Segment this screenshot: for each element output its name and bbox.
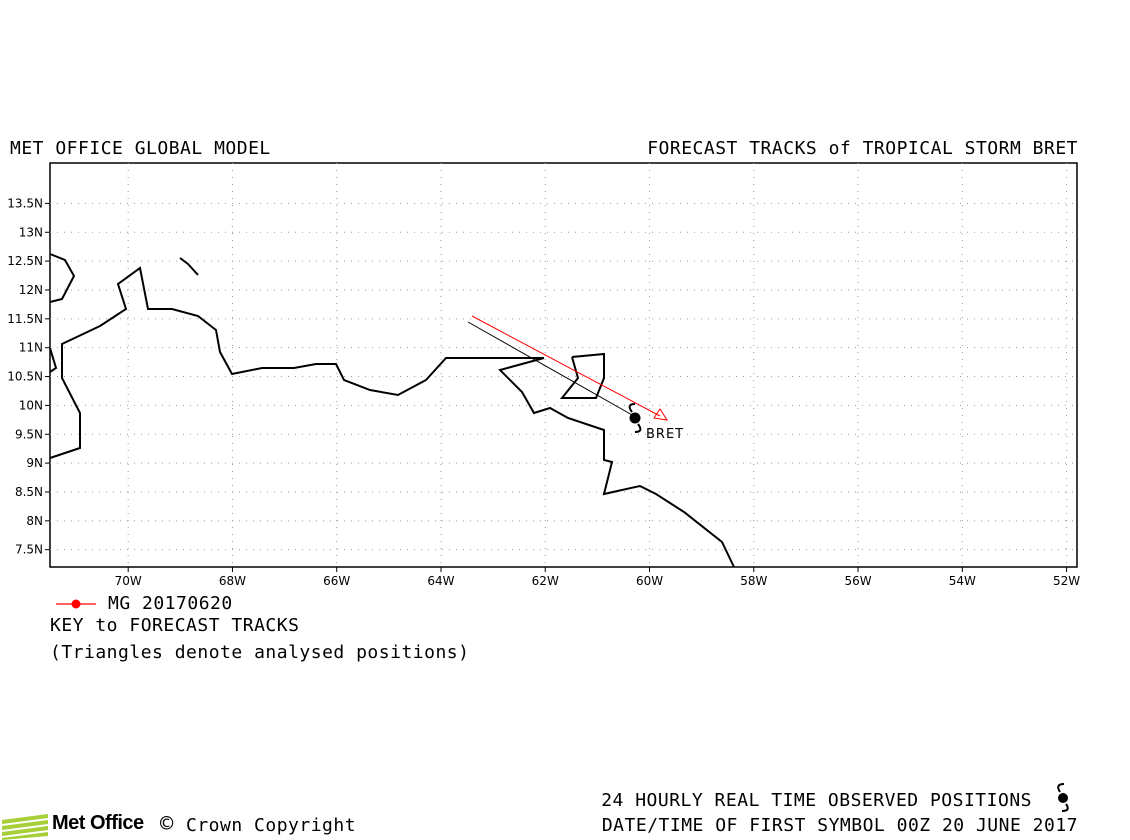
storm-label: BRET — [646, 427, 684, 442]
lat-tick-label: 13.5N — [7, 196, 43, 210]
coastlines — [49, 253, 735, 568]
lat-tick-label: 11.5N — [7, 312, 43, 326]
forecast-track-line — [471, 315, 661, 417]
lat-tick-label: 11N — [19, 341, 43, 355]
storm-symbol-icon — [628, 403, 642, 433]
lat-tick-label: 12N — [19, 283, 43, 297]
key-track-symbol — [56, 599, 96, 609]
first-symbol-datetime: DATE/TIME OF FIRST SYMBOL 00Z 20 JUNE 20… — [601, 815, 1078, 836]
lat-tick-label: 12.5N — [7, 254, 43, 268]
lat-tick-label: 8.5N — [15, 485, 43, 499]
observed-positions-label: 24 HOURLY REAL TIME OBSERVED POSITIONS — [601, 790, 1032, 811]
forecast-track-arrowhead — [653, 408, 669, 421]
key-note: (Triangles denote analysed positions) — [50, 642, 470, 663]
lat-tick-label: 9.5N — [15, 427, 43, 441]
met-office-logo-icon — [2, 814, 48, 840]
lat-tick-label: 13N — [19, 225, 43, 239]
lon-tick-label: 54W — [949, 574, 976, 588]
met-office-logo-text: Met Office — [52, 812, 144, 834]
chart-title: FORECAST TRACKS of TROPICAL STORM BRET — [647, 138, 1078, 159]
coastline-trinidad — [559, 352, 605, 399]
coastline-paria — [498, 357, 735, 568]
lat-tick-label: 10N — [19, 398, 43, 412]
lat-tick-label: 7.5N — [15, 543, 43, 557]
lon-tick-label: 62W — [532, 574, 559, 588]
lon-tick-label: 64W — [427, 574, 454, 588]
map-frame — [49, 162, 1078, 568]
copyright-icon: © — [160, 812, 174, 837]
coastline-colombia — [49, 253, 76, 303]
model-title: MET OFFICE GLOBAL MODEL — [10, 138, 271, 159]
coastline-aruba — [179, 257, 199, 276]
key-title: KEY to FORECAST TRACKS — [50, 615, 300, 636]
key-track-label: MG 20170620 — [108, 593, 233, 614]
lon-tick-label: 70W — [115, 574, 142, 588]
lon-tick-label: 66W — [323, 574, 350, 588]
lat-tick-label: 8N — [26, 514, 43, 528]
lon-tick-label: 56W — [844, 574, 871, 588]
copyright-text: Crown Copyright — [186, 815, 357, 836]
coastline-maracaibo — [49, 266, 544, 459]
key-dot-icon — [71, 599, 81, 609]
forecast-track — [471, 315, 669, 421]
lon-tick-label: 68W — [219, 574, 246, 588]
observed-track-line — [467, 321, 635, 417]
lon-tick-label: 52W — [1053, 574, 1080, 588]
lat-tick-label: 9N — [26, 456, 43, 470]
axis-ticks: 13.5N 13N 12.5N 12N 11.5N 11N 10.5N 10N 9.5N 9N 8.… — [7, 196, 1080, 588]
coastline-guajira-west — [49, 347, 58, 373]
observed-symbol-icon — [1057, 783, 1069, 812]
lon-tick-label: 60W — [636, 574, 663, 588]
grid-lines — [50, 163, 1077, 567]
lon-tick-label: 58W — [740, 574, 767, 588]
lat-tick-label: 10.5N — [7, 370, 43, 384]
